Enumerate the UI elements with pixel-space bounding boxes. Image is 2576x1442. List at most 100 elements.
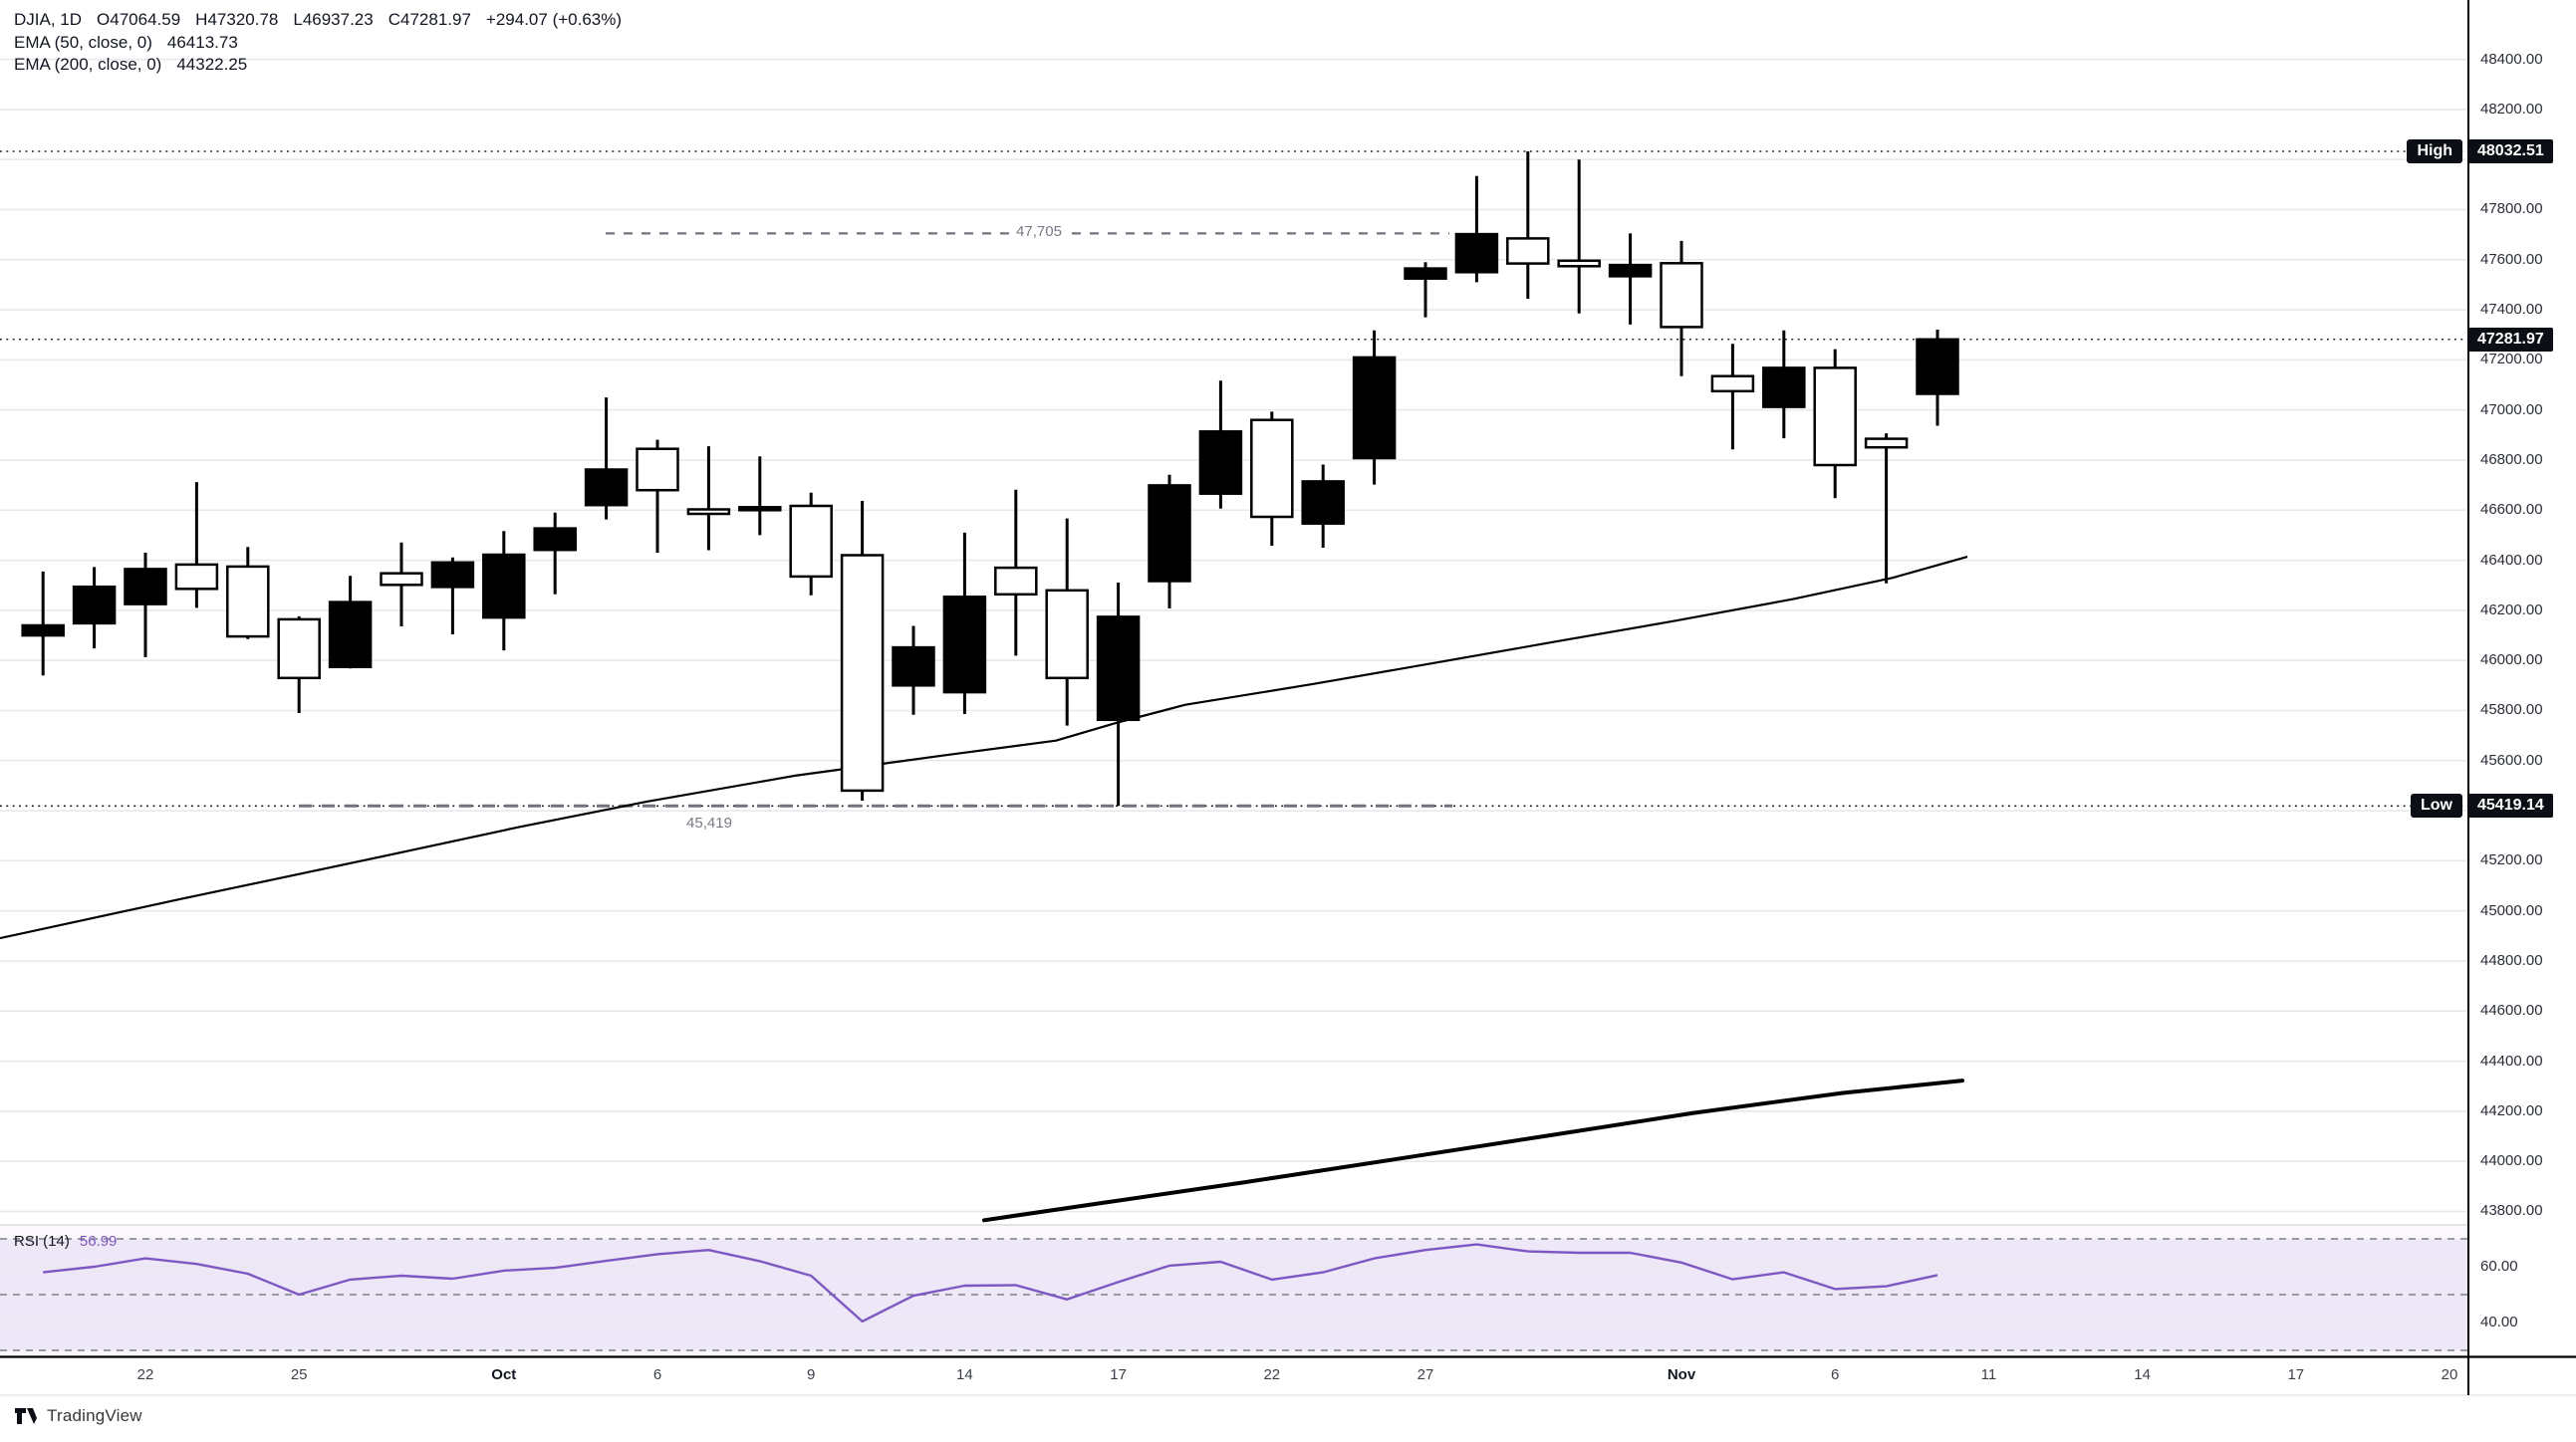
candlestick[interactable] [636,439,679,553]
candle-body-sep-22 [124,568,167,605]
candlestick[interactable] [1660,240,1703,376]
close-value: C47281.97 [387,10,471,29]
candlestick[interactable] [1762,330,1806,439]
time-axis-label-14: 14 [2134,1366,2151,1383]
candlestick[interactable] [1916,330,1959,426]
candlestick[interactable] [584,397,629,520]
ema200-legend-row[interactable]: EMA (200, close, 0) 44322.25 [14,55,262,75]
candlestick[interactable] [1710,344,1755,450]
symbol-title: DJIA, 1D [14,10,83,29]
symbol-legend-row[interactable]: DJIA, 1D O47064.59 H47320.78 L46937.23 C4728… [14,10,637,30]
candle-body-oct-3 [584,468,629,507]
level-label-45,419: 45,419 [686,815,732,833]
candlestick[interactable] [277,615,321,713]
candlestick[interactable] [1506,151,1550,299]
candlestick[interactable] [226,547,270,639]
candle-body-oct-10 [840,554,885,793]
candle-body-oct-17 [1096,615,1141,722]
candle-body-oct-20 [1148,484,1191,583]
candlestick[interactable] [1454,175,1499,283]
rsi-line[interactable] [43,1243,1938,1323]
time-axis-label-9: 9 [807,1366,816,1383]
candlestick[interactable] [1608,233,1653,325]
candle-body-nov-10 [1916,338,1959,395]
candlestick[interactable] [1096,583,1141,807]
candlestick[interactable] [482,531,526,651]
price-axis-label: 44400.00 [2480,1052,2543,1070]
candlestick[interactable] [1301,464,1345,549]
price-axis-label: 45800.00 [2480,701,2543,719]
candlestick[interactable] [174,482,219,608]
candle-body-sep-30 [430,561,475,589]
price-badge-low: 45419.14 [2468,794,2553,819]
price-axis-label: 46600.00 [2480,501,2543,519]
price-axis-label: 48400.00 [2480,50,2543,68]
price-axis-label: 45200.00 [2480,851,2543,869]
change-value: +294.07 (+0.63%) [485,10,623,29]
price-axis-label: 44800.00 [2480,951,2543,969]
candle-body-sep-18 [21,623,65,637]
tradingview-logo[interactable]: TradingView [14,1406,142,1426]
candlestick[interactable] [1198,380,1243,509]
candlestick[interactable] [789,492,833,596]
time-axis-label-22: 22 [1263,1366,1281,1383]
candlestick[interactable] [533,512,577,595]
price-axis-label: 47000.00 [2480,400,2543,418]
time-axis-label-17: 17 [2287,1366,2305,1383]
candlestick[interactable] [1813,349,1857,499]
candlestick[interactable] [1045,518,1089,726]
ema50-legend-row[interactable]: EMA (50, close, 0) 46413.73 [14,33,253,53]
candle-body-oct-14 [942,596,987,694]
candlestick[interactable] [1250,411,1294,546]
candle-body-oct-9 [789,504,833,579]
candlestick[interactable] [942,532,987,714]
candlestick[interactable] [124,553,167,657]
rsi-axis-label: 60.00 [2480,1258,2518,1275]
candlestick[interactable] [840,501,885,801]
candlestick[interactable] [1557,159,1601,314]
candle-body-oct-28 [1454,232,1499,274]
time-axis-label-6: 6 [652,1366,662,1383]
price-axis-label: 46000.00 [2480,651,2543,669]
tradingview-text: TradingView [47,1406,142,1425]
candlestick[interactable] [1352,330,1397,485]
ema50-line[interactable] [0,556,1968,940]
candlestick[interactable] [328,576,373,669]
time-axis-label-11: 11 [1980,1366,1997,1383]
candle-body-sep-26 [328,601,373,668]
candlestick[interactable] [686,446,731,551]
candlestick[interactable] [1148,474,1191,608]
price-axis-label: 47600.00 [2480,250,2543,268]
candle-body-oct-21 [1198,430,1243,495]
low-tag: Low [2411,794,2462,819]
candlestick[interactable] [380,542,423,626]
price-axis-label: 45600.00 [2480,751,2543,769]
price-axis-label: 47400.00 [2480,301,2543,319]
time-axis-label-6: 6 [1831,1366,1840,1383]
candle-body-oct-30 [1557,259,1601,268]
candlestick[interactable] [72,567,117,649]
time-axis-label-25: 25 [290,1366,308,1383]
candlestick[interactable] [1404,262,1447,318]
candle-body-nov-6 [1813,366,1857,467]
candlestick[interactable] [21,571,65,676]
time-axis-label-14: 14 [956,1366,973,1383]
price-axis-label: 44200.00 [2480,1101,2543,1119]
price-axis-label: 47800.00 [2480,200,2543,218]
candlestick[interactable] [430,557,475,634]
candle-body-oct-23 [1301,480,1345,525]
candle-body-nov-3 [1660,262,1703,329]
candlestick[interactable] [994,489,1038,656]
candlestick[interactable] [1864,433,1909,584]
candlestick[interactable] [892,625,935,715]
price-axis-label: 43800.00 [2480,1202,2543,1220]
ema50-label: EMA (50, close, 0) [14,33,152,52]
candle-body-sep-19 [72,585,117,625]
ema200-line[interactable] [982,1079,1964,1223]
candlestick[interactable] [738,456,782,536]
candle-body-oct-22 [1250,418,1294,519]
high-tag: High [2407,139,2462,163]
rsi-legend-row[interactable]: RSI (14) 56.99 [14,1233,131,1250]
